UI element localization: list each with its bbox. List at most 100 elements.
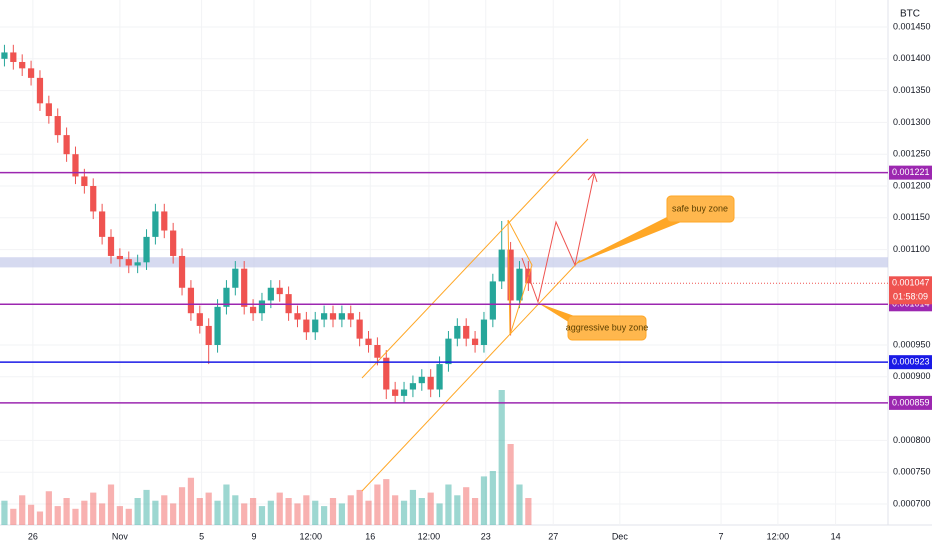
y-tick-label: 0.000950 (893, 339, 931, 349)
candle-body (409, 383, 417, 390)
volume-bar (392, 495, 399, 525)
candle-body (454, 325, 461, 339)
candle-body (338, 313, 345, 320)
volume-bar (276, 492, 283, 525)
volume-bar (356, 489, 363, 525)
volume-bar (463, 487, 470, 525)
volume-bar (232, 495, 239, 525)
candle-body (54, 116, 61, 136)
candle-body (161, 211, 168, 231)
annotation: aggressive buy zone (566, 322, 649, 332)
candle-body (10, 52, 17, 62)
volume-bar (454, 495, 461, 525)
candle-body (418, 376, 425, 384)
x-tick-label: 26 (28, 531, 38, 541)
x-tick-label: 5 (199, 531, 204, 541)
callout-box (567, 315, 647, 341)
x-tick-label: 7 (719, 531, 724, 541)
volume-bar (489, 471, 496, 525)
candle-body (392, 389, 399, 396)
volume-bar (338, 503, 345, 525)
last-price-label: 0.001047 (892, 278, 930, 288)
level-label-bg (889, 395, 932, 410)
candle-body (196, 313, 203, 326)
x-tick-label: 23 (481, 531, 491, 541)
level-label: 0.000923 (892, 357, 930, 367)
volume-bar (10, 508, 17, 525)
volume-bar (1, 500, 8, 525)
drawings (361, 138, 735, 492)
candle-body (99, 211, 106, 237)
volume-bar (427, 492, 434, 525)
y-tick-label: 0.000800 (893, 435, 931, 445)
candle-body (480, 319, 488, 345)
currency: BTC (900, 9, 920, 20)
volume-bar (143, 489, 150, 525)
volume-bar (365, 500, 372, 525)
volume-bar (161, 495, 168, 525)
y-tick-label: 0.001250 (893, 149, 931, 159)
level-label-bg (889, 355, 932, 370)
volume-bar (196, 498, 203, 525)
candle-body (232, 268, 239, 288)
volume-bar (187, 477, 195, 525)
candle-body (356, 319, 363, 339)
volume-bar (152, 500, 159, 525)
volume-bar (374, 484, 381, 525)
candle-body (347, 313, 354, 320)
candle-body (223, 287, 230, 307)
candle-body (178, 255, 186, 288)
y-tick-label: 0.001450 (893, 21, 931, 31)
x-tick-label: Dec (612, 531, 629, 541)
volume-bar (303, 495, 310, 525)
candle-body (1, 52, 8, 59)
candle-body (329, 313, 337, 320)
volume-bar (90, 492, 97, 525)
x-tick-label: 12:00 (418, 531, 441, 541)
volume-bar (116, 506, 123, 525)
y-tick-label: 0.000900 (893, 371, 931, 381)
candle-body (516, 268, 523, 301)
candle-body (27, 68, 35, 78)
volume-bar (400, 500, 408, 525)
candle-body (276, 287, 283, 295)
candle-body (471, 338, 479, 345)
volume-bar (45, 491, 52, 525)
volume-bar (436, 503, 443, 525)
x-tick-label: 27 (548, 531, 558, 541)
volume-bar (223, 484, 230, 525)
volume-bar (54, 506, 61, 525)
volume-bar (267, 500, 274, 525)
candle-body (400, 389, 408, 396)
volume-bar (205, 492, 212, 525)
volume-bar (125, 508, 132, 525)
projection-path (521, 174, 595, 304)
volume-bar (525, 498, 532, 525)
annotation: safe buy zone (672, 203, 728, 213)
candle-body (249, 306, 257, 314)
x-tick-label: 16 (365, 531, 375, 541)
volume-bar (498, 390, 505, 525)
candle-body (63, 135, 70, 155)
volume-bar (63, 498, 70, 525)
volume-bar (178, 487, 186, 525)
candle-body (489, 281, 496, 320)
candle-body (116, 255, 123, 260)
countdown: 01:58:09 (893, 292, 928, 302)
volume-bar (285, 498, 292, 525)
candle-body (303, 319, 310, 333)
candle-body (445, 338, 452, 365)
level-label-bg (889, 165, 932, 180)
x-tick-label: 12:00 (767, 531, 790, 541)
candle-body (321, 313, 328, 320)
volume-bar (81, 500, 88, 525)
candle-body (383, 357, 390, 390)
candle-body (143, 236, 150, 263)
volume-bar (36, 511, 44, 525)
volume-bar (107, 484, 115, 525)
candle-body (72, 154, 79, 177)
volume-bar (241, 503, 248, 525)
candle-body (365, 338, 372, 345)
volume-bar (170, 503, 177, 525)
channel-upper (361, 138, 589, 379)
